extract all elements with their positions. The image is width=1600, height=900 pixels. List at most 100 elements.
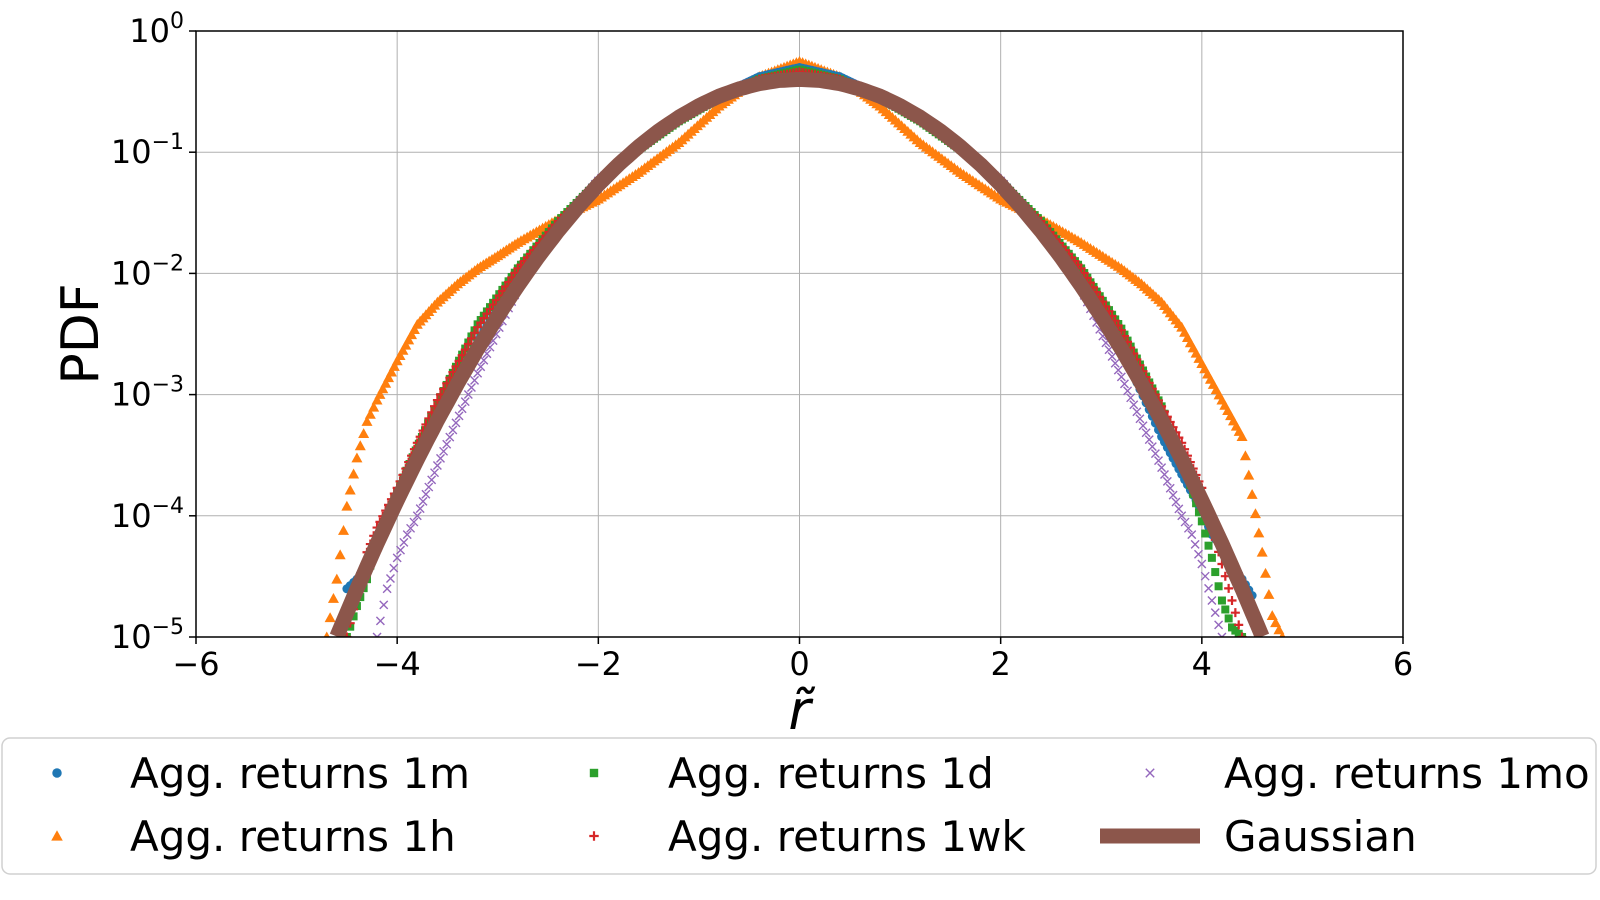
data-point (1116, 372, 1126, 382)
data-point (1237, 632, 1247, 637)
data-point (406, 329, 418, 340)
data-point (1123, 386, 1133, 396)
data-point (1159, 469, 1169, 479)
data-point (473, 368, 483, 378)
series-layer (323, 56, 1286, 637)
data-point (1141, 428, 1151, 438)
data-point (1171, 497, 1181, 507)
data-point (1144, 435, 1154, 445)
data-point (406, 523, 416, 533)
data-point (379, 600, 389, 610)
data-point (1217, 596, 1226, 605)
data-point (382, 584, 392, 594)
data-point (454, 356, 464, 366)
data-point (1138, 421, 1148, 431)
data-point (412, 511, 422, 521)
data-point (1249, 508, 1261, 519)
legend-marker-agg-returns-1wk (589, 831, 599, 841)
data-point (482, 309, 492, 319)
data-point (473, 322, 483, 332)
data-point (1132, 407, 1142, 417)
data-point (354, 440, 366, 451)
data-point (466, 382, 476, 392)
data-point (358, 428, 370, 439)
x-tick-label: 0 (789, 645, 809, 683)
data-point (1224, 614, 1233, 623)
data-point (374, 389, 386, 399)
data-point (383, 372, 395, 383)
data-point (1227, 596, 1237, 606)
data-point (364, 408, 376, 419)
data-point (432, 461, 442, 470)
data-point (1194, 508, 1203, 517)
data-point (466, 333, 476, 343)
data-point (418, 496, 428, 506)
data-point (375, 616, 385, 626)
x-tick-label: 4 (1192, 645, 1212, 683)
data-point (403, 334, 415, 345)
data-point (1234, 620, 1244, 630)
data-point (460, 345, 470, 355)
data-point (476, 318, 486, 328)
data-point (1200, 571, 1210, 581)
legend-label-agg-returns-1mo: Agg. returns 1mo (1224, 749, 1590, 798)
data-point (1279, 631, 1286, 637)
data-point (424, 482, 434, 492)
data-point (1211, 568, 1220, 577)
axis-ticks: −6 −4 −2 0 2 4 6 100 10−1 10−2 10−3 10−4 10−5 (111, 9, 1413, 683)
data-point (389, 563, 399, 573)
data-point (323, 631, 330, 637)
data-point (324, 612, 336, 623)
legend-label-gaussian: Gaussian (1224, 812, 1417, 861)
data-point (1253, 527, 1265, 538)
data-point (442, 439, 452, 449)
data-point (1256, 546, 1268, 557)
data-point (1270, 617, 1282, 628)
data-point (476, 362, 486, 372)
data-point (1273, 624, 1285, 635)
data-point (1246, 488, 1258, 499)
data-point (385, 366, 397, 377)
y-tick-label: 10−1 (111, 130, 184, 171)
data-point (457, 350, 467, 360)
data-point (399, 537, 409, 547)
data-point (1162, 476, 1172, 486)
data-point (1204, 583, 1214, 593)
data-point (409, 517, 419, 527)
data-point (388, 360, 400, 371)
y-tick-label: 100 (129, 9, 184, 50)
data-point (341, 500, 353, 511)
data-point (1135, 414, 1145, 424)
x-tick-label: −6 (172, 645, 219, 683)
data-point (448, 425, 458, 435)
data-point (1197, 559, 1207, 569)
data-point (460, 397, 470, 407)
data-point (491, 295, 501, 305)
data-point (1190, 539, 1200, 549)
data-point (342, 632, 352, 637)
data-point (380, 377, 392, 388)
data-point (445, 432, 455, 442)
data-point (1224, 583, 1234, 593)
x-tick-label: −4 (374, 645, 421, 683)
data-point (1157, 463, 1167, 473)
data-point (430, 468, 440, 478)
data-point (1113, 365, 1123, 375)
y-tick-label: 10−5 (111, 615, 184, 656)
data-point (457, 404, 467, 414)
data-point (408, 324, 420, 334)
legend-label-agg-returns-1m: Agg. returns 1m (130, 749, 470, 798)
data-point (1187, 530, 1197, 540)
data-point (1204, 541, 1213, 550)
data-point (470, 328, 480, 338)
data-point (415, 504, 425, 514)
data-point (1239, 450, 1251, 461)
y-tick-label: 10−2 (111, 251, 184, 292)
data-point (485, 304, 495, 314)
data-point (394, 350, 406, 361)
data-point (344, 484, 356, 495)
data-point (402, 530, 412, 540)
data-point (327, 592, 339, 603)
data-point (1110, 358, 1120, 368)
data-point (1266, 610, 1278, 621)
